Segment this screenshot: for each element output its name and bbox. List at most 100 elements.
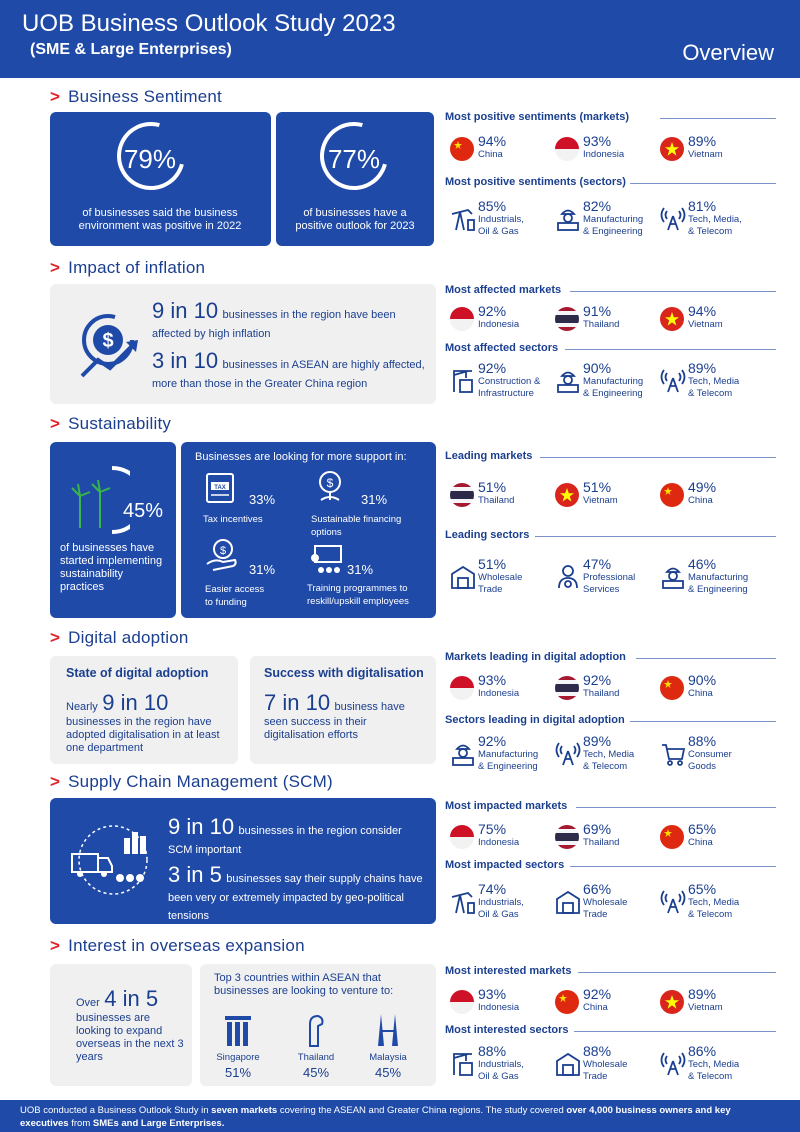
antenna-icon: [660, 1051, 686, 1077]
stat-pct: 85%: [478, 198, 507, 214]
sentiment-2022-caption: of businesses said the business environm…: [78, 207, 242, 232]
engineer-icon: [450, 741, 476, 767]
supply-chain-icon: [71, 825, 148, 895]
stat-label: Thailand: [583, 319, 620, 330]
stat-pct: 92%: [478, 733, 507, 749]
sector-stat: 65% Tech, Media & Telecom: [660, 881, 772, 921]
flag-vietnam-icon: [660, 307, 684, 331]
chevron-icon: >: [50, 772, 61, 791]
page-subtitle: (SME & Large Enterprises): [30, 41, 232, 58]
divider: [636, 658, 776, 659]
country-name-malaysia: Malaysia: [369, 1052, 407, 1063]
stat-pct: 86%: [688, 1043, 717, 1059]
market-stat: 51% Thailand: [450, 479, 562, 519]
market-stat: 93% Indonesia: [450, 986, 562, 1026]
svg-text:TAX: TAX: [214, 485, 226, 491]
petronas-towers-icon: [378, 1014, 398, 1046]
flag-indonesia-icon: [450, 307, 474, 331]
scm-markets-head: Most impacted markets: [445, 800, 568, 812]
section-title-sustainability: > Sustainability: [50, 414, 172, 433]
engineer-icon: [660, 564, 686, 590]
stat-label: Vietnam: [583, 495, 618, 506]
stat-pct: 49%: [688, 479, 717, 495]
market-stat: 51% Vietnam: [555, 479, 667, 519]
engineer-icon: [555, 206, 581, 232]
stat-label: Industrials, Oil & Gas: [478, 214, 524, 237]
stat-label: Manufacturing & Engineering: [478, 749, 539, 772]
sustainability-caption: of businesses have started implementing …: [60, 542, 163, 593]
market-stat: 94% China: [450, 133, 562, 173]
chevron-icon: >: [50, 87, 61, 106]
stat-pct: 81%: [688, 198, 717, 214]
market-stat: 92% Thailand: [555, 672, 667, 712]
digital-state-card: State of digital adoption Nearly 9 in 10…: [50, 656, 238, 764]
divider: [574, 1031, 776, 1032]
plant-coin-icon: $: [319, 471, 341, 501]
header-banner: [0, 0, 800, 78]
sector-stat: 51% Wholesale Trade: [450, 556, 562, 596]
digital-success-head: Success with digitalisation: [264, 666, 424, 680]
sector-stat: 86% Tech, Media & Telecom: [660, 1043, 772, 1083]
inflation-stat-1: 9 in 10 businesses in the region have be…: [152, 298, 396, 340]
stat-pct: 88%: [478, 1043, 507, 1059]
stat-pct: 47%: [583, 556, 612, 572]
country-name-singapore: Singapore: [216, 1052, 260, 1063]
flag-china-icon: [660, 483, 684, 507]
market-stat: 93% Indonesia: [555, 133, 667, 173]
oil-pump-icon: [450, 206, 476, 232]
training-icon: [311, 545, 342, 573]
overseas-stat-card: Over 4 in 5 businesses are looking to ex…: [50, 964, 192, 1086]
flag-indonesia-icon: [450, 825, 474, 849]
sentiment-2023-caption: of businesses have a positive outlook fo…: [295, 207, 415, 232]
divider: [565, 349, 776, 350]
stat-pct: 65%: [688, 881, 717, 897]
warehouse-icon: [450, 564, 476, 590]
stat-label: China: [688, 688, 713, 699]
market-stat: 49% China: [660, 479, 772, 519]
stat-pct: 90%: [583, 360, 612, 376]
stat-pct: 51%: [583, 479, 612, 495]
sustainability-pct: 45%: [122, 500, 164, 522]
stat-pct: 89%: [688, 133, 717, 149]
stat-pct: 90%: [688, 672, 717, 688]
scm-card: 9 in 10 businesses in the region conside…: [50, 798, 436, 924]
thailand-landmark-icon: [309, 1014, 324, 1047]
financing-label: Sustainable financing options: [311, 514, 402, 538]
stat-label: Wholesale Trade: [583, 1059, 628, 1082]
scm-stat-2: 3 in 5 businesses say their supply chain…: [168, 862, 423, 922]
sector-stat: 92% Manufacturing & Engineering: [450, 733, 562, 773]
divider: [578, 972, 776, 973]
page-title: UOB Business Outlook Study 2023: [22, 10, 396, 37]
digital-state-stat: Nearly 9 in 10 businesses in the region …: [66, 690, 220, 754]
financing-pct: 31%: [361, 492, 388, 507]
stat-pct: 92%: [478, 303, 507, 319]
stat-label: Construction & Infrastructure: [478, 376, 541, 399]
sector-stat: 88% Industrials, Oil & Gas: [450, 1043, 562, 1083]
country-pct-malaysia: 45%: [374, 1065, 402, 1080]
stat-label: Thailand: [583, 837, 620, 848]
flag-indonesia-icon: [555, 137, 579, 161]
sector-stat: 46% Manufacturing & Engineering: [660, 556, 772, 596]
sector-stat: 85% Industrials, Oil & Gas: [450, 198, 562, 238]
stat-pct: 93%: [583, 133, 612, 149]
stat-pct: 89%: [688, 360, 717, 376]
sentiment-sectors-head: Most positive sentiments (sectors): [445, 176, 626, 188]
flag-thailand-icon: [555, 676, 579, 700]
market-stat: 89% Vietnam: [660, 133, 772, 173]
overseas-countries-card: Top 3 countries within ASEAN that busine…: [200, 964, 436, 1086]
sentiment-markets-head: Most positive sentiments (markets): [445, 111, 629, 123]
market-stat: 75% Indonesia: [450, 821, 562, 861]
svg-text:$: $: [327, 476, 334, 490]
chevron-icon: >: [50, 414, 61, 433]
warehouse-icon: [555, 889, 581, 915]
antenna-icon: [660, 206, 686, 232]
sector-stat: 89% Tech, Media & Telecom: [660, 360, 772, 400]
antenna-icon: [660, 368, 686, 394]
stat-pct: 93%: [478, 986, 507, 1002]
stat-pct: 94%: [478, 133, 507, 149]
sector-stat: 74% Industrials, Oil & Gas: [450, 881, 562, 921]
sector-stat: 47% Professional Services: [555, 556, 667, 596]
stat-label: Industrials, Oil & Gas: [478, 897, 524, 920]
tax-label: Tax incentives: [203, 514, 263, 525]
section-title-overseas: > Interest in overseas expansion: [50, 936, 305, 955]
